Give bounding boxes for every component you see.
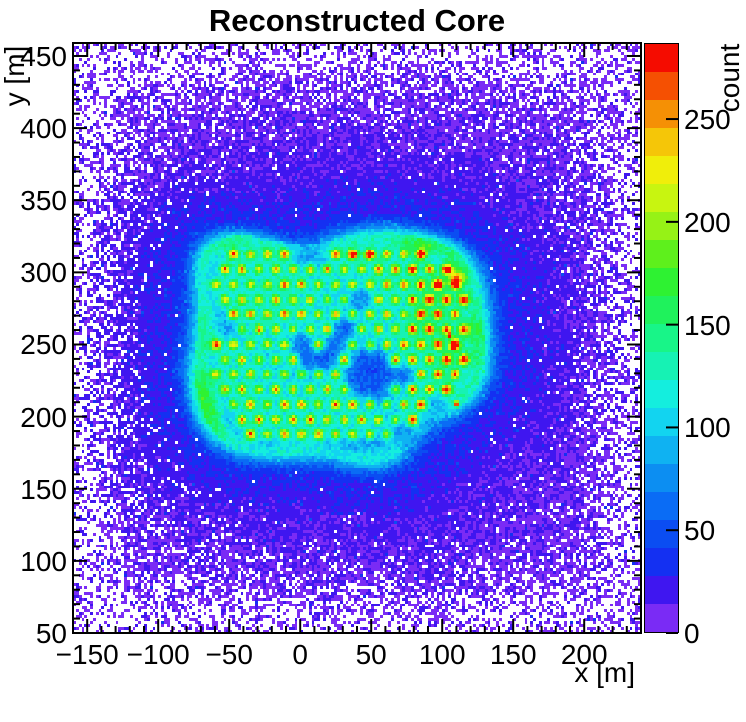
colorbar-tick-label: 0	[684, 618, 700, 650]
colorbar-tick-label: 250	[684, 104, 731, 136]
x-tick-label: 200	[560, 639, 608, 670]
y-tick-label: 400	[20, 113, 67, 145]
x-tick-label: 100	[418, 639, 466, 670]
colorbar	[644, 43, 679, 633]
x-axis-title: x [m]	[574, 657, 635, 688]
x-tick-label: 50	[355, 639, 387, 670]
plot-title: Reconstructed Core	[208, 3, 506, 38]
y-tick-label: 250	[20, 329, 67, 361]
x-tick-label: −100	[126, 639, 190, 670]
x-tick-label: −150	[55, 639, 119, 670]
x-tick-label: −50	[205, 639, 253, 670]
colorbar-tick-label: 200	[684, 206, 731, 238]
y-tick-label: 300	[20, 257, 67, 289]
colorbar-tick-label: 100	[684, 412, 731, 444]
y-tick-label: 450	[20, 41, 67, 73]
x-tick-label: 0	[292, 639, 308, 670]
x-tick-label: 150	[489, 639, 537, 670]
colorbar-tick-label: 50	[684, 515, 716, 547]
z-axis-title: count	[714, 43, 745, 113]
y-tick-label: 50	[35, 618, 67, 650]
y-tick-label: 200	[20, 401, 67, 433]
heatmap-canvas	[73, 43, 641, 633]
y-tick-label: 350	[20, 185, 67, 217]
y-tick-label: 100	[20, 545, 67, 577]
colorbar-tick-label: 150	[684, 309, 731, 341]
y-tick-label: 150	[20, 473, 67, 505]
y-axis-title: y [m]	[0, 45, 30, 107]
